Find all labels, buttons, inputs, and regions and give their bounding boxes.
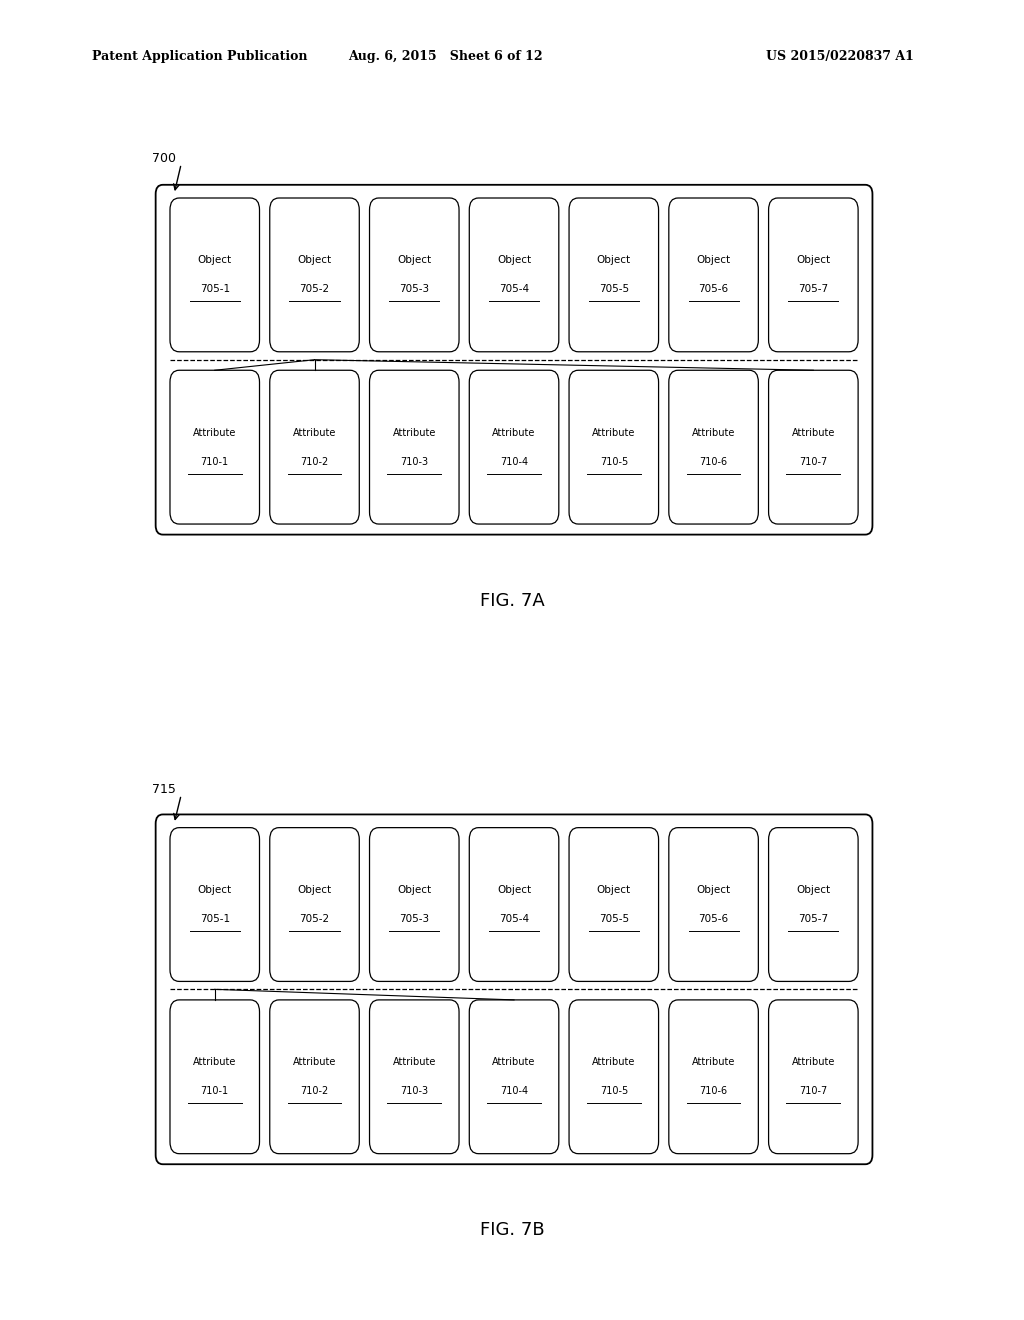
FancyBboxPatch shape (269, 1001, 359, 1154)
Text: 710-2: 710-2 (300, 1086, 329, 1097)
FancyBboxPatch shape (569, 828, 658, 982)
FancyBboxPatch shape (170, 198, 259, 351)
Text: 705-1: 705-1 (200, 284, 229, 294)
Text: 710-5: 710-5 (600, 1086, 628, 1097)
Text: Object: Object (696, 255, 731, 265)
FancyBboxPatch shape (569, 198, 658, 351)
FancyBboxPatch shape (769, 1001, 858, 1154)
Text: Attribute: Attribute (592, 1057, 636, 1068)
FancyBboxPatch shape (669, 828, 759, 982)
Text: Attribute: Attribute (194, 1057, 237, 1068)
Text: 710-1: 710-1 (201, 1086, 228, 1097)
Text: Attribute: Attribute (792, 1057, 835, 1068)
Text: 705-5: 705-5 (599, 284, 629, 294)
FancyBboxPatch shape (156, 185, 872, 535)
Text: 710-4: 710-4 (500, 457, 528, 467)
Text: Object: Object (696, 884, 731, 895)
Text: Object: Object (198, 255, 231, 265)
FancyBboxPatch shape (170, 828, 259, 982)
Text: 715: 715 (153, 783, 176, 796)
Text: Object: Object (597, 884, 631, 895)
Text: Object: Object (497, 884, 531, 895)
Text: 705-1: 705-1 (200, 913, 229, 924)
Text: 705-2: 705-2 (299, 913, 330, 924)
Text: 710-2: 710-2 (300, 457, 329, 467)
FancyBboxPatch shape (469, 1001, 559, 1154)
Text: Aug. 6, 2015   Sheet 6 of 12: Aug. 6, 2015 Sheet 6 of 12 (348, 50, 543, 63)
Text: Attribute: Attribute (493, 428, 536, 438)
Text: 705-6: 705-6 (698, 913, 729, 924)
Text: Attribute: Attribute (592, 428, 636, 438)
FancyBboxPatch shape (469, 198, 559, 351)
FancyBboxPatch shape (469, 370, 559, 524)
Text: 705-5: 705-5 (599, 913, 629, 924)
Text: Object: Object (797, 255, 830, 265)
Text: 710-3: 710-3 (400, 457, 428, 467)
Text: US 2015/0220837 A1: US 2015/0220837 A1 (766, 50, 913, 63)
FancyBboxPatch shape (370, 198, 459, 351)
FancyBboxPatch shape (269, 198, 359, 351)
FancyBboxPatch shape (370, 370, 459, 524)
Text: FIG. 7A: FIG. 7A (479, 591, 545, 610)
Text: 705-3: 705-3 (399, 913, 429, 924)
Text: 705-4: 705-4 (499, 913, 529, 924)
Text: Attribute: Attribute (392, 1057, 436, 1068)
FancyBboxPatch shape (170, 1001, 259, 1154)
Text: Object: Object (397, 255, 431, 265)
Text: Object: Object (297, 884, 332, 895)
Text: Attribute: Attribute (493, 1057, 536, 1068)
FancyBboxPatch shape (170, 370, 259, 524)
Text: 705-2: 705-2 (299, 284, 330, 294)
Text: 710-3: 710-3 (400, 1086, 428, 1097)
Text: Attribute: Attribute (293, 428, 336, 438)
Text: Object: Object (397, 884, 431, 895)
FancyBboxPatch shape (569, 1001, 658, 1154)
FancyBboxPatch shape (769, 198, 858, 351)
Text: Patent Application Publication: Patent Application Publication (92, 50, 307, 63)
Text: Object: Object (497, 255, 531, 265)
Text: 710-7: 710-7 (799, 1086, 827, 1097)
Text: 710-6: 710-6 (699, 457, 728, 467)
Text: 700: 700 (153, 152, 176, 165)
FancyBboxPatch shape (156, 814, 872, 1164)
Text: 705-7: 705-7 (799, 284, 828, 294)
Text: 705-7: 705-7 (799, 913, 828, 924)
Text: Attribute: Attribute (293, 1057, 336, 1068)
Text: 705-3: 705-3 (399, 284, 429, 294)
Text: FIG. 7B: FIG. 7B (479, 1221, 545, 1239)
FancyBboxPatch shape (669, 198, 759, 351)
Text: Object: Object (198, 884, 231, 895)
FancyBboxPatch shape (269, 828, 359, 982)
Text: Object: Object (597, 255, 631, 265)
FancyBboxPatch shape (370, 828, 459, 982)
Text: Attribute: Attribute (692, 428, 735, 438)
FancyBboxPatch shape (669, 370, 759, 524)
FancyBboxPatch shape (469, 828, 559, 982)
Text: Object: Object (797, 884, 830, 895)
Text: 710-6: 710-6 (699, 1086, 728, 1097)
FancyBboxPatch shape (269, 370, 359, 524)
Text: Attribute: Attribute (692, 1057, 735, 1068)
Text: 710-5: 710-5 (600, 457, 628, 467)
FancyBboxPatch shape (769, 828, 858, 982)
Text: 705-4: 705-4 (499, 284, 529, 294)
Text: Attribute: Attribute (792, 428, 835, 438)
Text: Object: Object (297, 255, 332, 265)
Text: Attribute: Attribute (392, 428, 436, 438)
FancyBboxPatch shape (769, 370, 858, 524)
Text: 705-6: 705-6 (698, 284, 729, 294)
Text: Attribute: Attribute (194, 428, 237, 438)
FancyBboxPatch shape (669, 1001, 759, 1154)
FancyBboxPatch shape (370, 1001, 459, 1154)
FancyBboxPatch shape (569, 370, 658, 524)
Text: 710-7: 710-7 (799, 457, 827, 467)
Text: 710-1: 710-1 (201, 457, 228, 467)
Text: 710-4: 710-4 (500, 1086, 528, 1097)
